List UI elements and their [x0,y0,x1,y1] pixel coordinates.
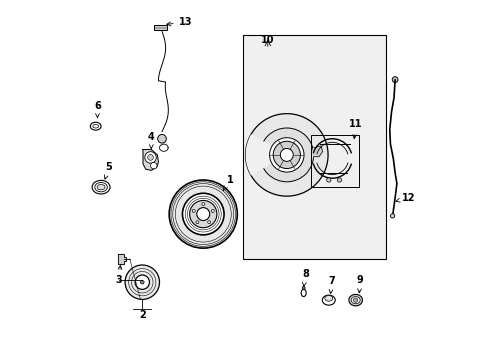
Circle shape [280,148,293,161]
Circle shape [302,287,305,289]
Circle shape [273,141,300,168]
Text: 7: 7 [327,276,334,293]
Circle shape [202,203,204,206]
Circle shape [391,77,397,82]
Text: 1: 1 [223,175,233,190]
Ellipse shape [90,122,101,130]
Text: 12: 12 [395,193,415,203]
Circle shape [144,152,156,163]
Ellipse shape [97,184,105,190]
Ellipse shape [95,183,107,192]
Circle shape [169,180,237,248]
Circle shape [196,208,209,221]
Ellipse shape [322,295,335,305]
Circle shape [189,201,217,228]
Text: 10: 10 [261,35,274,45]
Circle shape [269,138,304,172]
Circle shape [147,154,153,160]
Bar [310,135,359,187]
Circle shape [140,280,144,284]
Circle shape [326,178,330,182]
Polygon shape [313,146,322,157]
Circle shape [353,298,357,302]
Text: 13: 13 [166,17,192,27]
Circle shape [260,128,313,182]
Bar [153,25,166,31]
Text: 2: 2 [139,310,145,320]
Text: 6: 6 [94,102,101,118]
Circle shape [135,275,149,289]
Bar [242,35,386,259]
Ellipse shape [348,294,362,306]
Circle shape [389,214,394,218]
Ellipse shape [301,289,305,297]
Ellipse shape [350,297,360,304]
Ellipse shape [93,125,99,128]
Text: 4: 4 [147,132,154,149]
Text: 11: 11 [348,120,362,139]
Circle shape [207,221,210,224]
Text: 3: 3 [115,265,122,285]
Polygon shape [142,149,158,170]
Polygon shape [245,114,327,196]
Text: 9: 9 [356,275,363,293]
Circle shape [211,210,214,212]
Circle shape [158,134,166,143]
Ellipse shape [324,296,332,301]
Circle shape [196,221,199,224]
Circle shape [337,178,341,182]
Text: 8: 8 [302,269,308,286]
Text: 5: 5 [104,162,112,179]
Ellipse shape [92,180,110,194]
Circle shape [125,265,159,300]
Wedge shape [245,134,286,176]
Circle shape [150,162,157,169]
Polygon shape [118,254,125,264]
Circle shape [192,210,195,212]
Circle shape [182,193,224,235]
